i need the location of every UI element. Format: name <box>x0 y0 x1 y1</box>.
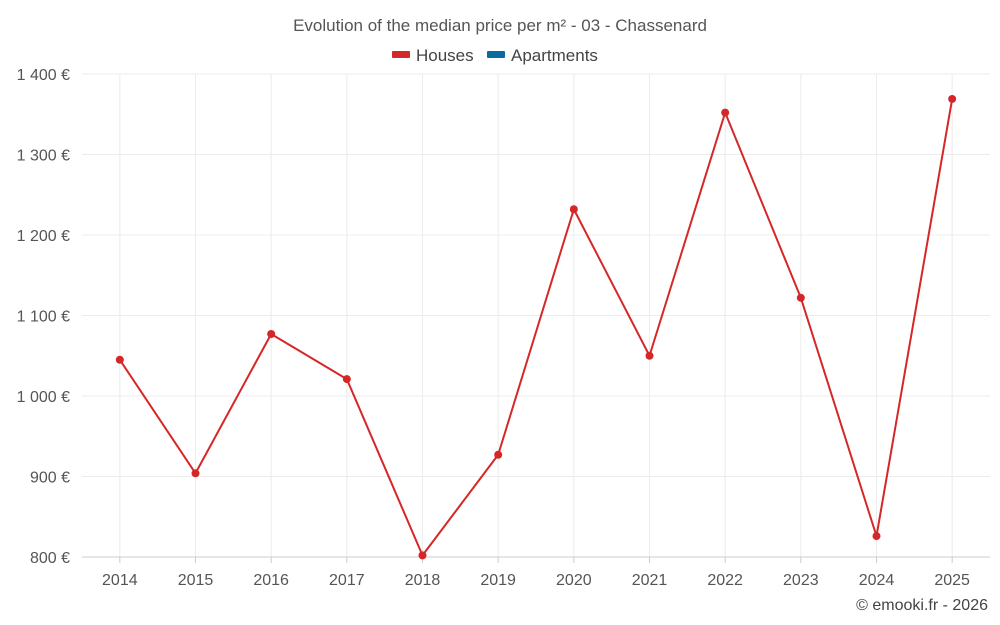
legend-item-apartments[interactable]: Apartments <box>487 46 598 65</box>
data-point-houses[interactable] <box>796 293 805 302</box>
series-layer <box>115 94 957 560</box>
x-tick-label: 2018 <box>405 572 441 589</box>
legend-item-houses[interactable]: Houses <box>392 46 474 65</box>
legend: Houses Apartments <box>392 46 598 65</box>
data-point-houses[interactable] <box>948 94 957 103</box>
x-tick-label: 2016 <box>253 572 289 589</box>
data-point-houses[interactable] <box>494 450 503 459</box>
grid <box>82 73 990 558</box>
legend-label-houses: Houses <box>416 46 474 65</box>
x-tick-label: 2025 <box>934 572 970 589</box>
series-line-houses <box>118 98 954 557</box>
data-point-houses[interactable] <box>267 330 276 339</box>
y-tick-label: 1 000 € <box>17 389 70 406</box>
data-point-houses[interactable] <box>418 551 427 560</box>
data-point-houses[interactable] <box>191 469 200 478</box>
x-tick-label: 2019 <box>480 572 516 589</box>
x-tick-label: 2017 <box>329 572 365 589</box>
data-point-houses[interactable] <box>721 108 730 117</box>
x-tick-label: 2023 <box>783 572 819 589</box>
x-tick-label: 2022 <box>707 572 743 589</box>
x-tick-label: 2021 <box>632 572 668 589</box>
x-tick-label: 2020 <box>556 572 592 589</box>
y-tick-label: 1 300 € <box>17 148 70 165</box>
y-tick-label: 900 € <box>30 470 70 487</box>
data-point-houses[interactable] <box>342 375 351 384</box>
y-tick-label: 1 100 € <box>17 309 70 326</box>
legend-swatch-houses <box>392 51 410 58</box>
y-tick-label: 1 200 € <box>17 228 70 245</box>
y-tick-label: 800 € <box>30 550 70 567</box>
x-tick-label: 2014 <box>102 572 138 589</box>
axes: 800 € 900 € 1 000 € 1 100 € 1 200 € 1 300 € 1 … <box>17 67 990 589</box>
chart-credit: © emooki.fr - 2026 <box>856 597 988 614</box>
legend-label-apartments: Apartments <box>511 46 598 65</box>
legend-swatch-apartments <box>487 51 505 58</box>
series-houses <box>115 94 957 560</box>
y-tick-label: 1 400 € <box>17 67 70 84</box>
data-point-houses[interactable] <box>872 532 881 541</box>
x-tick-label: 2015 <box>178 572 214 589</box>
chart-title: Evolution of the median price per m² - 0… <box>293 16 707 35</box>
data-point-houses[interactable] <box>645 351 654 360</box>
data-point-houses[interactable] <box>569 205 578 214</box>
x-tick-label: 2024 <box>859 572 895 589</box>
data-point-houses[interactable] <box>115 355 124 364</box>
